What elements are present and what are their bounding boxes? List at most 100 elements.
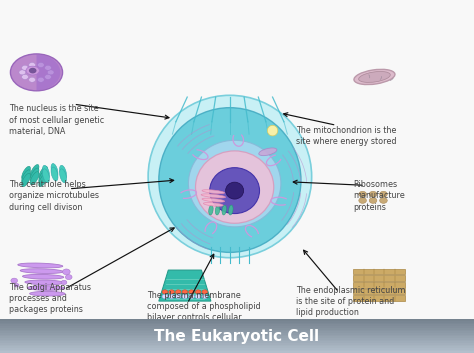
FancyBboxPatch shape [0,338,474,340]
Ellipse shape [26,66,39,75]
FancyBboxPatch shape [353,289,405,294]
Ellipse shape [20,269,63,274]
Ellipse shape [195,151,274,223]
Circle shape [359,198,366,203]
FancyBboxPatch shape [0,319,474,353]
FancyBboxPatch shape [0,343,474,345]
Ellipse shape [27,286,64,291]
FancyBboxPatch shape [0,319,474,321]
Circle shape [380,191,387,197]
Ellipse shape [51,167,58,181]
Text: Ribosomes
manufacture
proteins: Ribosomes manufacture proteins [353,180,405,211]
Circle shape [162,290,168,294]
Ellipse shape [267,125,278,136]
Circle shape [45,74,51,79]
Ellipse shape [39,170,47,183]
FancyBboxPatch shape [353,282,405,288]
Circle shape [169,290,174,294]
FancyBboxPatch shape [0,351,474,353]
Circle shape [202,294,208,299]
Ellipse shape [30,164,39,178]
FancyBboxPatch shape [0,346,474,348]
Circle shape [45,65,51,70]
FancyBboxPatch shape [0,336,474,338]
Circle shape [22,74,28,79]
Ellipse shape [259,148,277,156]
Text: The plasma membrane
composed of a phospholipid
bilayer controls cellular
traffic: The plasma membrane composed of a phosph… [147,291,261,334]
Ellipse shape [43,165,49,179]
Ellipse shape [202,198,225,202]
Circle shape [11,278,18,283]
FancyBboxPatch shape [0,335,474,336]
Ellipse shape [226,182,244,199]
Text: The nucleus is the site
of most cellular genetic
material, DNA: The nucleus is the site of most cellular… [9,104,105,136]
Circle shape [37,77,44,82]
FancyBboxPatch shape [0,341,474,343]
Ellipse shape [222,205,227,215]
Ellipse shape [22,166,30,180]
FancyBboxPatch shape [0,348,474,349]
Ellipse shape [359,72,390,82]
Ellipse shape [39,173,47,187]
Circle shape [189,290,194,294]
Text: The mitochondrion is the
site where energy stored: The mitochondrion is the site where ener… [296,126,397,146]
Ellipse shape [23,274,64,279]
Circle shape [63,269,70,275]
Circle shape [169,294,174,299]
FancyBboxPatch shape [0,328,474,330]
Circle shape [29,77,36,82]
Circle shape [182,294,188,299]
Text: The endoplasmic reticulum
is the site of protein and
lipid production: The endoplasmic reticulum is the site of… [296,286,406,317]
Ellipse shape [148,95,311,258]
FancyBboxPatch shape [353,275,405,281]
Circle shape [162,294,168,299]
FancyBboxPatch shape [353,295,405,301]
FancyBboxPatch shape [0,321,474,323]
FancyBboxPatch shape [0,333,474,335]
Circle shape [369,198,377,203]
Circle shape [175,294,181,299]
FancyBboxPatch shape [0,324,474,326]
Ellipse shape [60,169,66,183]
Ellipse shape [209,205,213,215]
Circle shape [359,191,366,197]
Circle shape [202,290,208,294]
Ellipse shape [30,168,39,181]
Circle shape [195,290,201,294]
Ellipse shape [51,163,58,178]
FancyBboxPatch shape [0,345,474,346]
Circle shape [47,70,54,75]
Ellipse shape [43,169,49,183]
Ellipse shape [201,194,226,198]
Ellipse shape [25,280,64,285]
Text: The Eukaryotic Cell: The Eukaryotic Cell [155,329,319,344]
Ellipse shape [22,170,30,183]
Ellipse shape [202,190,225,194]
Ellipse shape [203,203,223,206]
Circle shape [29,68,36,73]
Circle shape [29,62,36,67]
Ellipse shape [354,69,395,85]
Circle shape [19,70,26,75]
Circle shape [65,275,72,280]
Wedge shape [36,54,61,90]
Ellipse shape [159,108,301,252]
Circle shape [22,65,28,70]
Ellipse shape [30,291,65,296]
Polygon shape [159,270,211,301]
Ellipse shape [188,140,281,227]
Ellipse shape [10,54,63,91]
Ellipse shape [39,166,47,180]
Circle shape [37,62,44,67]
Ellipse shape [60,165,66,179]
FancyBboxPatch shape [0,323,474,324]
FancyBboxPatch shape [0,330,474,331]
Ellipse shape [30,172,39,185]
Ellipse shape [228,205,233,215]
Circle shape [380,198,387,203]
FancyBboxPatch shape [0,340,474,341]
Ellipse shape [18,263,63,268]
FancyBboxPatch shape [0,349,474,351]
Text: The centriole helps
organize microtubules
during cell divison: The centriole helps organize microtubule… [9,180,100,211]
Circle shape [182,290,188,294]
